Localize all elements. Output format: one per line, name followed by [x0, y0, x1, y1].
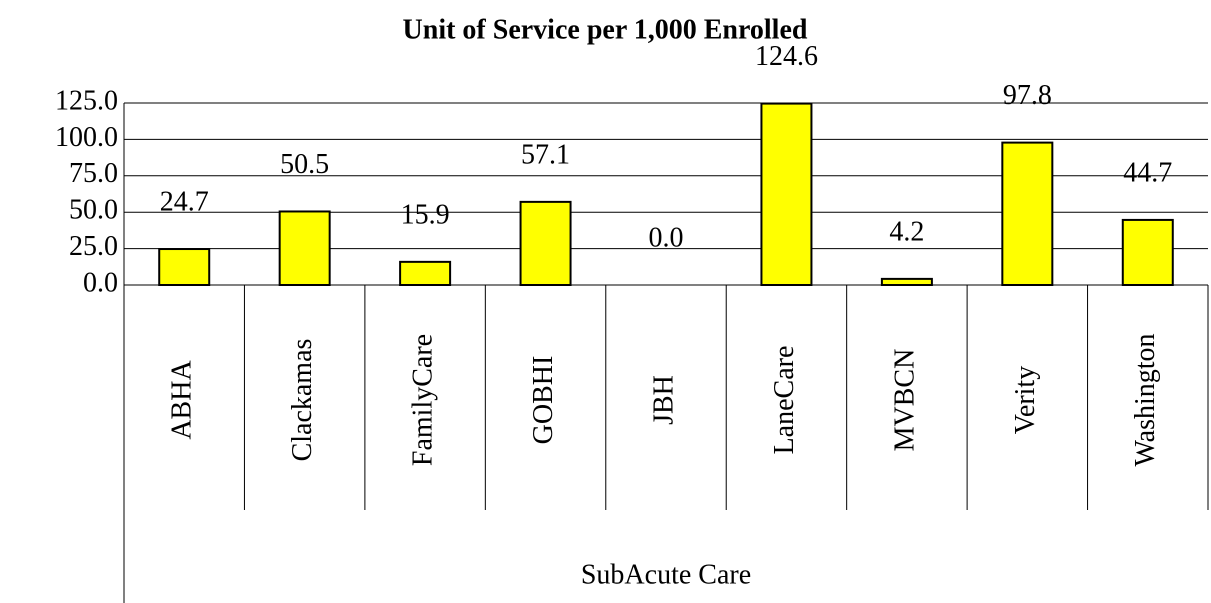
bar [1121, 218, 1174, 286]
value-label: 15.9 [401, 199, 450, 230]
value-label: 124.6 [755, 41, 818, 72]
bar [278, 210, 331, 286]
x-tick-label: ABHA [167, 360, 198, 440]
bar [519, 200, 572, 286]
value-label: 0.0 [649, 222, 684, 253]
value-label: 44.7 [1123, 157, 1172, 188]
category-group-label: SubAcute Care [581, 559, 751, 590]
value-label: 50.5 [280, 149, 329, 180]
y-tick-label: 0.0 [83, 267, 118, 298]
bar [880, 277, 933, 286]
y-tick-label: 25.0 [69, 231, 118, 262]
y-tick-label: 100.0 [55, 122, 118, 153]
x-tick-label: GOBHI [528, 356, 559, 445]
value-label: 24.7 [160, 186, 209, 217]
x-tick-label: JBH [648, 375, 679, 425]
x-tick-label: Washington [1130, 333, 1161, 466]
y-tick-label: 125.0 [55, 85, 118, 116]
value-label: 4.2 [889, 216, 924, 247]
bar [760, 102, 813, 286]
x-tick-label: MVBCN [889, 349, 920, 452]
x-tick-label: FamilyCare [408, 334, 439, 466]
x-tick-label: LaneCare [769, 346, 800, 455]
bar [399, 260, 452, 287]
bar [1001, 141, 1054, 286]
x-tick-label: Clackamas [287, 339, 318, 462]
y-tick-label: 75.0 [69, 158, 118, 189]
value-label: 97.8 [1003, 80, 1052, 111]
x-tick-label: Verity [1010, 366, 1041, 434]
chart-title: Unit of Service per 1,000 Enrolled [403, 14, 808, 45]
y-tick-label: 50.0 [69, 195, 118, 226]
value-label: 57.1 [521, 139, 570, 170]
bar [158, 248, 211, 287]
